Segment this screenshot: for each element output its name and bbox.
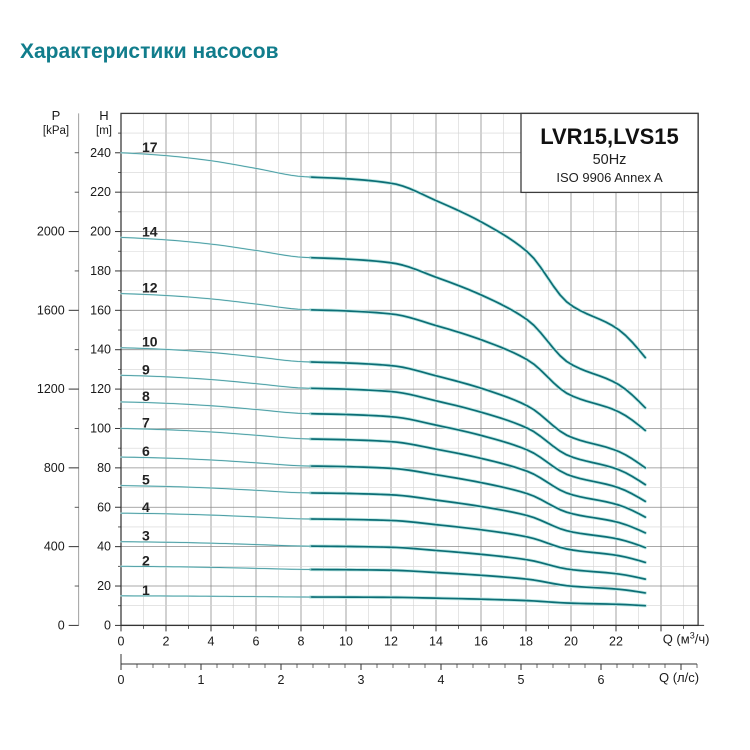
svg-text:1200: 1200 xyxy=(37,382,65,396)
svg-text:12: 12 xyxy=(384,634,398,648)
svg-text:220: 220 xyxy=(90,185,111,199)
svg-text:4: 4 xyxy=(438,673,445,687)
svg-text:2: 2 xyxy=(278,673,285,687)
svg-text:80: 80 xyxy=(97,461,111,475)
svg-text:H: H xyxy=(99,108,108,123)
svg-text:22: 22 xyxy=(609,634,623,648)
svg-text:20: 20 xyxy=(564,634,578,648)
svg-text:120: 120 xyxy=(90,382,111,396)
svg-text:50Hz: 50Hz xyxy=(593,152,627,168)
svg-text:1: 1 xyxy=(198,673,205,687)
svg-text:4: 4 xyxy=(208,634,215,648)
svg-text:180: 180 xyxy=(90,264,111,278)
svg-text:0: 0 xyxy=(118,634,125,648)
svg-text:8: 8 xyxy=(142,388,150,404)
svg-text:40: 40 xyxy=(97,540,111,554)
svg-text:5: 5 xyxy=(518,673,525,687)
svg-text:P: P xyxy=(52,108,61,123)
svg-text:Q (л/с): Q (л/с) xyxy=(659,670,699,685)
svg-text:6: 6 xyxy=(598,673,605,687)
svg-text:1600: 1600 xyxy=(37,303,65,317)
svg-text:2: 2 xyxy=(163,634,170,648)
svg-text:Q (м3/ч): Q (м3/ч) xyxy=(663,630,710,646)
svg-text:18: 18 xyxy=(519,634,533,648)
svg-text:60: 60 xyxy=(97,500,111,514)
svg-text:0: 0 xyxy=(118,673,125,687)
svg-text:12: 12 xyxy=(142,280,158,296)
svg-text:0: 0 xyxy=(58,618,65,632)
svg-text:17: 17 xyxy=(142,139,158,155)
svg-text:800: 800 xyxy=(44,461,65,475)
svg-text:200: 200 xyxy=(90,225,111,239)
svg-text:160: 160 xyxy=(90,303,111,317)
svg-text:140: 140 xyxy=(90,343,111,357)
svg-text:14: 14 xyxy=(429,634,443,648)
svg-text:9: 9 xyxy=(142,361,150,377)
svg-text:[kPa]: [kPa] xyxy=(43,125,69,137)
svg-text:16: 16 xyxy=(474,634,488,648)
svg-text:14: 14 xyxy=(142,223,158,239)
svg-text:4: 4 xyxy=(142,499,150,515)
svg-text:6: 6 xyxy=(253,634,260,648)
svg-text:ISO 9906 Annex A: ISO 9906 Annex A xyxy=(556,170,663,185)
svg-text:240: 240 xyxy=(90,146,111,160)
svg-text:6: 6 xyxy=(142,443,150,459)
svg-text:1: 1 xyxy=(142,582,150,598)
svg-text:10: 10 xyxy=(339,634,353,648)
svg-text:20: 20 xyxy=(97,579,111,593)
svg-text:Характеристики насосов: Характеристики насосов xyxy=(20,40,279,63)
svg-text:0: 0 xyxy=(104,618,111,632)
svg-text:3: 3 xyxy=(142,528,150,544)
svg-text:100: 100 xyxy=(90,421,111,435)
svg-text:7: 7 xyxy=(142,414,150,430)
svg-text:10: 10 xyxy=(142,334,158,350)
svg-text:LVR15,LVS15: LVR15,LVS15 xyxy=(540,124,679,149)
svg-text:[m]: [m] xyxy=(96,125,112,137)
svg-text:8: 8 xyxy=(298,634,305,648)
svg-text:3: 3 xyxy=(358,673,365,687)
svg-text:400: 400 xyxy=(44,540,65,554)
svg-text:2: 2 xyxy=(142,552,150,568)
svg-text:5: 5 xyxy=(142,472,150,488)
svg-text:2000: 2000 xyxy=(37,225,65,239)
